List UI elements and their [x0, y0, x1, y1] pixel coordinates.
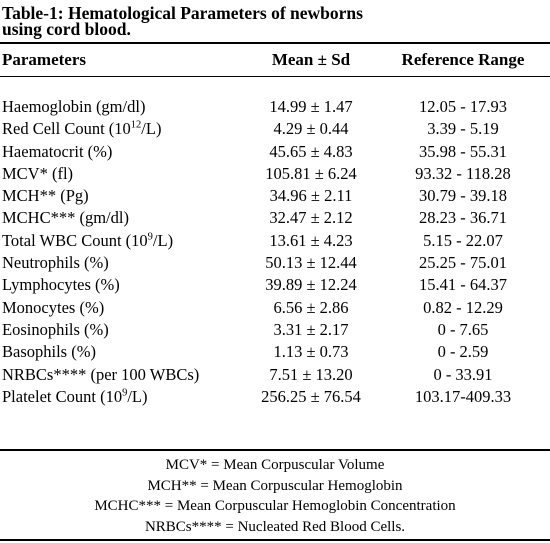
footnote: MCV* = Mean Corpuscular Volume — [165, 457, 385, 473]
table-row: Neutrophils (%) 50.13 ± 12.44 25.25 - 75.0… — [0, 252, 550, 274]
parameter-name: NRBCs**** (per 100 WBCs) — [2, 364, 200, 384]
parameter-name: Haemoglobin (gm/dl) — [2, 97, 146, 116]
top-rule — [0, 42, 550, 44]
reference-range-value: 12.05 - 17.93 — [419, 97, 507, 116]
parameter-name: Haematocrit (%) — [2, 141, 113, 161]
parameter-name: Eosinophils (%) — [2, 319, 109, 339]
reference-range-value: 0 - 33.91 — [433, 364, 493, 384]
header-rule — [0, 76, 550, 77]
unit-exponent: 9 — [147, 231, 153, 243]
table-row: Red Cell Count (1012/L) 4.29 ± 0.44 3.39 -… — [0, 118, 550, 140]
parameter-name: MCV* (fl) — [2, 163, 74, 183]
table-row: Haematocrit (%) 45.65 ± 4.83 35.98 - 55.31 — [0, 141, 550, 163]
mean-sd-value: 14.99 ± 1.47 — [269, 97, 353, 116]
table-title-line-2: using cord blood. — [2, 19, 131, 39]
reference-range-value: 35.98 - 55.31 — [419, 141, 507, 161]
unit-exponent: 12 — [130, 119, 142, 131]
footnotes: MCV* = Mean Corpuscular Volume MCH** = Me… — [0, 455, 550, 537]
mean-sd-value: 13.61 ± 4.23 — [269, 230, 353, 250]
reference-range-value: 15.41 - 64.37 — [419, 275, 507, 295]
mean-sd-value: 1.13 ± 0.73 — [273, 342, 349, 362]
table-body: Haemoglobin (gm/dl) 14.99 ± 1.47 12.05 - 1… — [0, 96, 550, 408]
table-title: Table-1: Hematological Parameters of new… — [2, 3, 542, 39]
header-mean-sd: Mean ± Sd — [271, 50, 351, 69]
mean-sd-value: 50.13 ± 12.44 — [265, 253, 357, 273]
table-title-line-1: Table-1: Hematological Parameters of new… — [2, 3, 363, 23]
parameter-name: Basophils (%) — [2, 342, 96, 362]
mean-sd-value: 3.31 ± 2.17 — [273, 319, 349, 339]
parameter-unit-suffix: /L) — [152, 230, 174, 250]
parameter-name: Total WBC Count (109/L) — [2, 230, 173, 252]
footnote: NRBCs**** = Nucleated Red Blood Cells. — [144, 518, 406, 535]
table-row: MCHC*** (gm/dl) 32.47 ± 2.12 28.23 - 36.71 — [0, 207, 550, 229]
mean-sd-value: 39.89 ± 12.24 — [265, 275, 357, 295]
parameter-name-text: Red Cell Count (10 — [2, 119, 131, 139]
table-row: MCV* (fl) 105.81 ± 6.24 93.32 - 118.28 — [0, 163, 550, 185]
reference-range-value: 93.32 - 118.28 — [415, 163, 511, 183]
reference-range-value: 0.82 - 12.29 — [423, 297, 503, 317]
table-bottom-rule — [0, 449, 550, 451]
table-row: Haemoglobin (gm/dl) 14.99 ± 1.47 12.05 - 1… — [0, 96, 550, 118]
reference-range-value: 0 - 2.59 — [437, 342, 489, 362]
mean-sd-value: 6.56 ± 2.86 — [273, 297, 349, 317]
parameter-name: Neutrophils (%) — [2, 253, 109, 273]
table-row: Monocytes (%) 6.56 ± 2.86 0.82 - 12.29 — [0, 297, 550, 319]
parameter-name: Platelet Count (109/L) — [2, 386, 148, 408]
table-row: Basophils (%) 1.13 ± 0.73 0 - 2.59 — [0, 341, 550, 363]
mean-sd-value: 7.51 ± 13.20 — [269, 364, 353, 384]
parameter-unit-suffix: /L) — [127, 386, 148, 406]
table-row: MCH** (Pg) 34.96 ± 2.11 30.79 - 39.18 — [0, 185, 550, 207]
mean-sd-value: 105.81 ± 6.24 — [265, 163, 357, 183]
reference-range-value: 25.25 - 75.01 — [419, 253, 507, 273]
table-row: Platelet Count (109/L) 256.25 ± 76.54 103.… — [0, 386, 550, 408]
footnote: MCH** = Mean Corpuscular Hemoglobin — [147, 477, 403, 494]
reference-range-value: 30.79 - 39.18 — [419, 186, 507, 206]
reference-range-value: 28.23 - 36.71 — [419, 208, 507, 228]
parameter-name-text: Total WBC Count (10 — [2, 230, 148, 250]
parameter-name: MCHC*** (gm/dl) — [2, 208, 129, 228]
footnote: MCHC*** = Mean Corpuscular Hemoglobin Co… — [94, 498, 456, 514]
unit-exponent: 9 — [122, 387, 128, 399]
mean-sd-value: 4.29 ± 0.44 — [273, 119, 349, 139]
parameter-name: MCH** (Pg) — [2, 186, 89, 206]
reference-range-value: 3.39 - 5.19 — [427, 119, 499, 139]
parameter-name: Monocytes (%) — [2, 297, 105, 317]
header-parameters: Parameters — [2, 50, 87, 69]
reference-range-value: 103.17-409.33 — [414, 386, 512, 406]
parameter-unit-suffix: /L) — [141, 119, 162, 139]
header-reference-range: Reference Range — [401, 50, 525, 69]
mean-sd-value: 34.96 ± 2.11 — [269, 186, 353, 206]
parameter-name: Red Cell Count (1012/L) — [2, 118, 161, 140]
mean-sd-value: 32.47 ± 2.12 — [269, 208, 353, 228]
table-row: NRBCs**** (per 100 WBCs) 7.51 ± 13.20 0 - … — [0, 364, 550, 386]
parameter-name-text: Platelet Count (10 — [2, 386, 123, 406]
mean-sd-value: 256.25 ± 76.54 — [261, 386, 361, 406]
reference-range-value: 0 - 7.65 — [437, 319, 489, 339]
reference-range-value: 5.15 - 22.07 — [423, 230, 503, 250]
parameter-name: Lymphocytes (%) — [2, 275, 120, 295]
table-row: Eosinophils (%) 3.31 ± 2.17 0 - 7.65 — [0, 319, 550, 341]
mean-sd-value: 45.65 ± 4.83 — [269, 141, 353, 161]
table-row: Total WBC Count (109/L) 13.61 ± 4.23 5.15 … — [0, 230, 550, 252]
table-row: Lymphocytes (%) 39.89 ± 12.24 15.41 - 64.3… — [0, 274, 550, 296]
bottom-rule — [0, 539, 550, 541]
